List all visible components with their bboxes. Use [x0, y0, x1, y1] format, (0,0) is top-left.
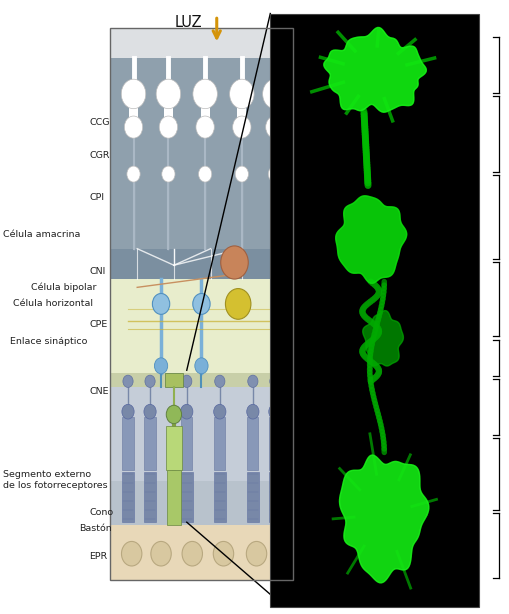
Circle shape — [166, 405, 181, 424]
FancyBboxPatch shape — [270, 105, 279, 124]
FancyBboxPatch shape — [129, 105, 138, 124]
Circle shape — [180, 405, 192, 419]
Circle shape — [213, 542, 233, 566]
Circle shape — [268, 166, 281, 182]
Text: CNI: CNI — [89, 267, 105, 276]
Circle shape — [121, 79, 146, 109]
Circle shape — [213, 405, 225, 419]
FancyBboxPatch shape — [164, 373, 183, 387]
Text: CCG: CCG — [89, 119, 109, 127]
Circle shape — [122, 405, 134, 419]
Circle shape — [195, 116, 214, 138]
Circle shape — [246, 542, 266, 566]
Circle shape — [194, 358, 208, 374]
Circle shape — [159, 116, 177, 138]
Circle shape — [124, 116, 143, 138]
Text: Célula horizontal: Célula horizontal — [13, 300, 93, 308]
Circle shape — [181, 375, 191, 387]
Circle shape — [154, 358, 167, 374]
FancyBboxPatch shape — [269, 418, 280, 470]
Circle shape — [247, 375, 258, 387]
Circle shape — [235, 166, 248, 182]
Circle shape — [156, 79, 180, 109]
Polygon shape — [339, 455, 428, 583]
Polygon shape — [362, 311, 403, 366]
Circle shape — [262, 79, 287, 109]
Circle shape — [214, 375, 224, 387]
Polygon shape — [335, 196, 406, 284]
FancyBboxPatch shape — [268, 473, 280, 522]
FancyBboxPatch shape — [144, 473, 156, 522]
FancyBboxPatch shape — [200, 105, 209, 124]
Text: CNE: CNE — [89, 387, 108, 396]
Circle shape — [121, 542, 142, 566]
Text: CPE: CPE — [89, 320, 107, 328]
FancyBboxPatch shape — [213, 473, 225, 522]
Text: Célula bipolar: Célula bipolar — [31, 282, 96, 292]
FancyBboxPatch shape — [122, 473, 134, 522]
Circle shape — [127, 166, 140, 182]
Polygon shape — [339, 455, 428, 583]
Text: CPI: CPI — [89, 193, 104, 202]
Polygon shape — [335, 196, 406, 284]
Circle shape — [229, 79, 253, 109]
Text: Bastón: Bastón — [79, 524, 111, 532]
FancyBboxPatch shape — [109, 525, 293, 580]
Circle shape — [225, 289, 250, 319]
Circle shape — [151, 542, 171, 566]
FancyBboxPatch shape — [109, 279, 293, 373]
Circle shape — [265, 116, 284, 138]
Circle shape — [123, 375, 133, 387]
FancyBboxPatch shape — [270, 14, 478, 607]
Circle shape — [144, 405, 156, 419]
Circle shape — [198, 166, 211, 182]
Circle shape — [269, 375, 279, 387]
Circle shape — [145, 375, 155, 387]
Circle shape — [192, 79, 217, 109]
Circle shape — [268, 405, 280, 419]
Circle shape — [192, 293, 210, 314]
FancyBboxPatch shape — [180, 473, 192, 522]
Text: Célula amacrina: Célula amacrina — [3, 230, 80, 239]
Polygon shape — [323, 28, 426, 112]
FancyBboxPatch shape — [246, 473, 259, 522]
FancyBboxPatch shape — [181, 418, 192, 470]
Text: Enlace sináptico: Enlace sináptico — [10, 338, 88, 346]
FancyBboxPatch shape — [109, 249, 293, 279]
Text: EPR: EPR — [89, 553, 107, 561]
Circle shape — [232, 116, 250, 138]
FancyBboxPatch shape — [166, 470, 181, 525]
Circle shape — [220, 246, 248, 279]
Circle shape — [161, 166, 175, 182]
Text: CGR: CGR — [89, 151, 109, 160]
FancyBboxPatch shape — [109, 481, 293, 525]
Circle shape — [246, 405, 259, 419]
FancyBboxPatch shape — [109, 28, 293, 58]
FancyArrowPatch shape — [213, 18, 220, 38]
FancyBboxPatch shape — [109, 58, 293, 249]
Circle shape — [182, 542, 202, 566]
FancyBboxPatch shape — [109, 373, 293, 387]
FancyBboxPatch shape — [214, 418, 225, 470]
FancyBboxPatch shape — [247, 418, 258, 470]
FancyBboxPatch shape — [165, 426, 182, 470]
FancyBboxPatch shape — [237, 105, 246, 124]
FancyBboxPatch shape — [122, 418, 133, 470]
FancyBboxPatch shape — [109, 387, 293, 481]
FancyBboxPatch shape — [163, 105, 173, 124]
Text: Cono: Cono — [89, 508, 113, 517]
Polygon shape — [323, 28, 426, 112]
Circle shape — [152, 293, 169, 314]
FancyBboxPatch shape — [144, 418, 155, 470]
Text: LUZ: LUZ — [175, 15, 202, 30]
Text: Segmento externo
de los fotorreceptores: Segmento externo de los fotorreceptores — [3, 470, 107, 490]
